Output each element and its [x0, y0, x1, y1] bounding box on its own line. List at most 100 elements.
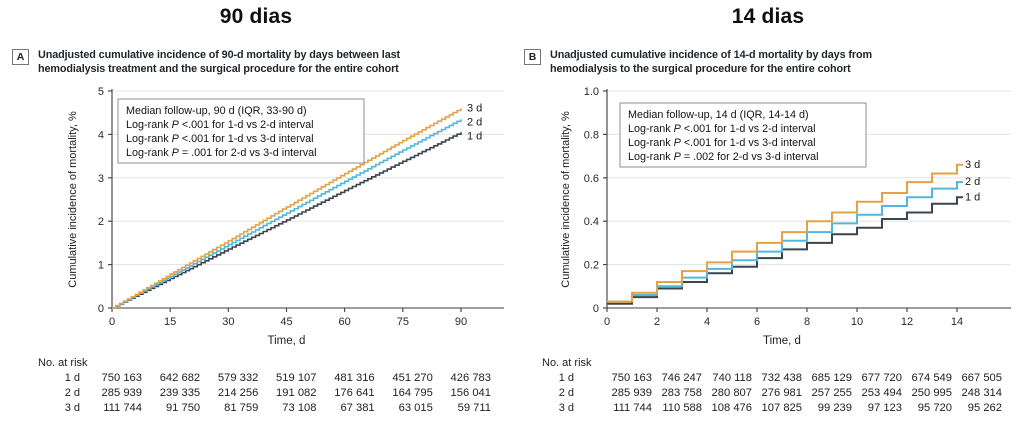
chart-panel-b: 0 2 4 6 8 10 12 14 0 0.2 0.4 0.6 0.8 1.0 Time, d Cumula…	[542, 86, 1011, 414]
x-axis-title: Time, d	[763, 335, 801, 347]
svg-text:75: 75	[397, 316, 409, 328]
svg-text:674 549: 674 549	[912, 372, 952, 384]
svg-text:59 711: 59 711	[458, 402, 491, 414]
svg-text:667 505: 667 505	[962, 372, 1002, 384]
panel-a-title: 90 dias	[219, 5, 293, 28]
svg-text:285 939: 285 939	[612, 387, 652, 399]
svg-text:10: 10	[851, 316, 863, 328]
svg-text:519 107: 519 107	[276, 372, 316, 384]
svg-text:12: 12	[901, 316, 913, 328]
svg-text:Log-rank P <.001 for 1-d vs 3-: Log-rank P <.001 for 1-d vs 3-d interval	[126, 133, 314, 145]
svg-text:0.6: 0.6	[584, 173, 599, 185]
svg-text:1 d: 1 d	[65, 372, 80, 384]
svg-text:95 262: 95 262	[968, 402, 1002, 414]
svg-text:740 118: 740 118	[712, 372, 752, 384]
panel-b-title: 14 dias	[731, 5, 805, 28]
svg-text:481 316: 481 316	[334, 372, 374, 384]
legend-box: Median follow-up, 14 d (IQR, 14-14 d) Log…	[619, 102, 867, 168]
svg-text:6: 6	[754, 316, 760, 328]
series	[112, 108, 462, 309]
svg-text:Log-rank P = .001 for 2-d vs 3: Log-rank P = .001 for 2-d vs 3-d interva…	[126, 147, 317, 159]
svg-text:3 d: 3 d	[467, 102, 482, 114]
y-axis-title: Cumulative incidence of mortality, %	[67, 111, 79, 288]
svg-text:67 381: 67 381	[340, 402, 374, 414]
svg-text:276 981: 276 981	[762, 387, 802, 399]
svg-text:685 129: 685 129	[812, 372, 852, 384]
axes	[108, 89, 504, 312]
risk-table: No. at risk 1 d 750 163 642 682 579 332 519 1…	[38, 357, 491, 414]
svg-text:750 163: 750 163	[612, 372, 652, 384]
svg-text:0: 0	[604, 316, 610, 328]
svg-text:60: 60	[339, 316, 351, 328]
svg-text:2 d: 2 d	[559, 387, 574, 399]
svg-text:1: 1	[98, 260, 104, 272]
svg-text:107 825: 107 825	[762, 402, 802, 414]
panel-a-caption-row: A Unadjusted cumulative incidence of 90-…	[12, 49, 500, 76]
svg-text:Median follow-up, 14 d (IQR, 1: Median follow-up, 14 d (IQR, 14-14 d)	[628, 109, 809, 121]
svg-text:108 476: 108 476	[712, 402, 752, 414]
panel-b-label-box: B	[524, 49, 541, 65]
svg-text:Median follow-up, 90 d (IQR, 3: Median follow-up, 90 d (IQR, 33-90 d)	[126, 105, 307, 117]
svg-text:2: 2	[654, 316, 660, 328]
panel-a-label-box: A	[12, 49, 29, 65]
svg-text:156 041: 156 041	[451, 387, 491, 399]
svg-text:Log-rank P <.001 for 1-d vs 2-: Log-rank P <.001 for 1-d vs 2-d interval	[628, 123, 816, 135]
panel-90-days: 90 dias A Unadjusted cumulative incidenc…	[12, 5, 504, 414]
panel-a-caption: Unadjusted cumulative incidence of 90-d …	[38, 49, 400, 75]
svg-text:63 015: 63 015	[399, 402, 433, 414]
svg-text:285 939: 285 939	[102, 387, 142, 399]
svg-text:426 783: 426 783	[451, 372, 491, 384]
svg-text:No. at risk: No. at risk	[38, 357, 88, 369]
svg-text:4: 4	[704, 316, 710, 328]
svg-text:3 d: 3 d	[559, 402, 574, 414]
svg-text:2 d: 2 d	[965, 176, 980, 188]
svg-text:73 108: 73 108	[282, 402, 316, 414]
svg-text:4: 4	[98, 129, 104, 141]
svg-text:164 795: 164 795	[392, 387, 432, 399]
svg-text:191 082: 191 082	[276, 387, 316, 399]
svg-text:Log-rank P <.001 for 1-d vs 3-: Log-rank P <.001 for 1-d vs 3-d interval	[628, 137, 816, 149]
svg-text:253 494: 253 494	[862, 387, 902, 399]
svg-text:3 d: 3 d	[965, 159, 980, 171]
svg-text:1 d: 1 d	[467, 130, 482, 142]
svg-text:99 239: 99 239	[818, 402, 852, 414]
svg-text:14: 14	[951, 316, 963, 328]
svg-text:81 759: 81 759	[224, 402, 258, 414]
svg-text:30: 30	[222, 316, 234, 328]
y-axis-title: Cumulative incidence of mortality, %	[560, 111, 572, 288]
panel-b-caption: Unadjusted cumulative incidence of 14-d …	[550, 49, 872, 75]
risk-table: No. at risk 1 d 750 163 746 247 740 118 732 4…	[542, 357, 1002, 414]
svg-text:642 682: 642 682	[160, 372, 200, 384]
svg-text:15: 15	[164, 316, 176, 328]
svg-text:90: 90	[455, 316, 467, 328]
svg-text:250 995: 250 995	[912, 387, 952, 399]
svg-text:No. at risk: No. at risk	[542, 357, 592, 369]
svg-text:95 720: 95 720	[918, 402, 952, 414]
tick-labels: 0 2 4 6 8 10 12 14 0 0.2 0.4 0.6 0.8 1.0	[584, 86, 963, 328]
svg-text:8: 8	[804, 316, 810, 328]
panel-14-days: 14 dias B Unadjusted cumulative incidenc…	[512, 0, 1024, 427]
svg-text:1 d: 1 d	[559, 372, 574, 384]
svg-text:2 d: 2 d	[467, 116, 482, 128]
svg-text:3: 3	[98, 173, 104, 185]
svg-text:Log-rank P = .002 for 2-d vs 3: Log-rank P = .002 for 2-d vs 3-d interva…	[628, 151, 819, 163]
svg-text:110 588: 110 588	[662, 402, 702, 414]
svg-text:280 807: 280 807	[712, 387, 752, 399]
svg-text:111 744: 111 744	[103, 402, 142, 414]
svg-text:750 163: 750 163	[102, 372, 142, 384]
series	[607, 163, 963, 305]
svg-text:111 744: 111 744	[613, 402, 652, 414]
series-end-labels: 3 d 2 d 1 d	[965, 159, 980, 204]
svg-text:0: 0	[593, 303, 599, 315]
svg-text:214 256: 214 256	[218, 387, 258, 399]
svg-text:0.2: 0.2	[584, 260, 599, 272]
svg-text:1 d: 1 d	[965, 191, 980, 203]
svg-text:283 758: 283 758	[662, 387, 702, 399]
svg-text:248 314: 248 314	[962, 387, 1002, 399]
svg-text:451 270: 451 270	[392, 372, 432, 384]
svg-text:239 335: 239 335	[160, 387, 200, 399]
svg-text:0.4: 0.4	[584, 216, 599, 228]
panel-b-caption-row: B Unadjusted cumulative incidence of 14-…	[524, 49, 1012, 76]
